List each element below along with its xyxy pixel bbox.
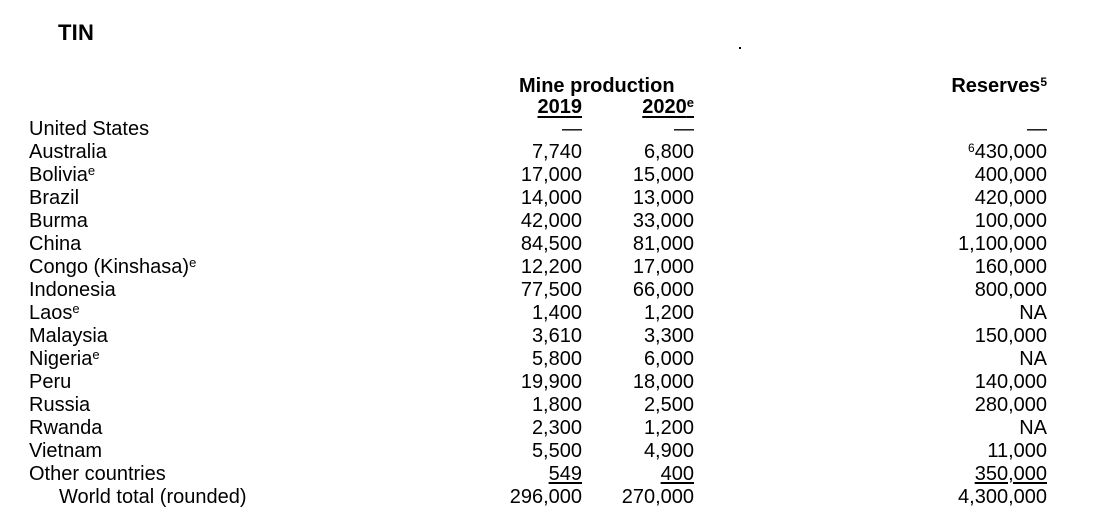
total-reserves-value: 4,300,000	[958, 486, 1047, 508]
production-2019-value: 42,000	[520, 210, 582, 232]
country-name: Vietnam	[29, 440, 103, 462]
table-row: Brazil 14,000 13,000 420,000	[0, 187, 1100, 210]
reserves-value: 350,000	[974, 463, 1047, 485]
production-2020-value: 13,000	[632, 187, 694, 209]
production-2020-value: 400	[660, 463, 694, 485]
production-2020-value: 15,000	[632, 164, 694, 186]
country-name: Brazil	[29, 187, 80, 209]
production-2019-value: 7,740	[531, 141, 582, 163]
production-2020-value: 2,500	[643, 394, 694, 416]
table-row: Russia 1,800 2,500 280,000	[0, 394, 1100, 417]
country-name: Other countries	[29, 463, 166, 485]
country-name: Nigeriae	[29, 347, 100, 370]
reserves-value: 800,000	[974, 279, 1047, 301]
table-row: Vietnam 5,500 4,900 11,000	[0, 440, 1100, 463]
reserves-header: Reserves5	[951, 75, 1047, 97]
table-row: United States — — —	[0, 118, 1100, 141]
country-name: China	[29, 233, 82, 255]
page-title: TIN	[58, 20, 95, 45]
table-row: Burma 42,000 33,000 100,000	[0, 210, 1100, 233]
country-name: United States	[29, 118, 150, 140]
production-2019-value: 549	[548, 463, 582, 485]
table-row: Rwanda 2,300 1,200 NA	[0, 417, 1100, 440]
production-2019-value: 84,500	[520, 233, 582, 255]
reserves-value: 400,000	[974, 164, 1047, 186]
production-2020-value: 66,000	[632, 279, 694, 301]
table-row: Peru 19,900 18,000 140,000	[0, 371, 1100, 394]
total-2020-value: 270,000	[621, 486, 694, 508]
production-2019-value: 2,300	[531, 417, 582, 439]
country-name: Australia	[29, 141, 107, 163]
production-2019-value: —	[562, 118, 582, 140]
table-row: Other countries 549 400 350,000	[0, 463, 1100, 486]
production-table: United States — — — Australia 7,740 6,800 6430,…	[0, 118, 1100, 509]
reserves-value: 1,100,000	[958, 233, 1047, 255]
country-name: Peru	[29, 371, 72, 393]
country-name: Rwanda	[29, 417, 103, 439]
country-name: Congo (Kinshasa)e	[29, 255, 197, 278]
production-2020-value: 17,000	[632, 256, 694, 278]
reserves-value: 160,000	[974, 256, 1047, 278]
production-2019-value: 19,900	[520, 371, 582, 393]
reserves-value: NA	[1019, 302, 1047, 324]
production-2019-value: 1,400	[531, 302, 582, 324]
production-2019-value: 12,200	[520, 256, 582, 278]
reserves-value: 150,000	[974, 325, 1047, 347]
production-2019-value: 14,000	[520, 187, 582, 209]
production-2020-value: 1,200	[643, 417, 694, 439]
total-2019-value: 296,000	[509, 486, 582, 508]
reserves-value: NA	[1019, 348, 1047, 370]
world-total-row: World total (rounded) 296,000 270,000 4,300…	[0, 486, 1100, 509]
production-2019-value: 17,000	[520, 164, 582, 186]
production-2020-value: —	[674, 118, 694, 140]
year-2019-header: 2019	[537, 96, 583, 118]
production-2020-value: 3,300	[643, 325, 694, 347]
country-name: Laose	[29, 301, 80, 324]
country-name: Russia	[29, 394, 91, 416]
table-row: Congo (Kinshasa)e 12,200 17,000 160,000	[0, 256, 1100, 279]
reserves-value: 100,000	[974, 210, 1047, 232]
table-row: Laose 1,400 1,200 NA	[0, 302, 1100, 325]
production-2020-value: 6,800	[643, 141, 694, 163]
production-2019-value: 77,500	[520, 279, 582, 301]
reserves-value: 11,000	[987, 440, 1047, 462]
production-2019-value: 3,610	[531, 325, 582, 347]
country-name: Indonesia	[29, 279, 116, 301]
reserves-value: 280,000	[974, 394, 1047, 416]
table-row: Nigeriae 5,800 6,000 NA	[0, 348, 1100, 371]
world-total-label: World total (rounded)	[59, 486, 247, 508]
production-2019-value: 1,800	[531, 394, 582, 416]
stray-mark	[739, 47, 741, 49]
reserves-value: NA	[1019, 417, 1047, 439]
reserves-value: 140,000	[974, 371, 1047, 393]
production-2019-value: 5,500	[531, 440, 582, 462]
country-name: Boliviae	[29, 163, 96, 186]
country-name: Malaysia	[29, 325, 108, 347]
production-2020-value: 1,200	[643, 302, 694, 324]
mine-production-header: Mine production	[519, 75, 675, 97]
table-row: Boliviae 17,000 15,000 400,000	[0, 164, 1100, 187]
production-2020-value: 18,000	[632, 371, 694, 393]
year-2020-header: 2020e	[642, 95, 694, 118]
production-2020-value: 33,000	[632, 210, 694, 232]
production-2020-value: 6,000	[643, 348, 694, 370]
production-2020-value: 4,900	[643, 440, 694, 462]
table-row: Malaysia 3,610 3,300 150,000	[0, 325, 1100, 348]
table-row: China 84,500 81,000 1,100,000	[0, 233, 1100, 256]
reserves-value: 420,000	[974, 187, 1047, 209]
production-2020-value: 81,000	[632, 233, 694, 255]
reserves-value: 6430,000	[968, 141, 1047, 163]
table-row: Australia 7,740 6,800 6430,000	[0, 141, 1100, 164]
table-row: Indonesia 77,500 66,000 800,000	[0, 279, 1100, 302]
production-2019-value: 5,800	[531, 348, 582, 370]
country-name: Burma	[29, 210, 88, 232]
reserves-value: —	[1027, 118, 1047, 140]
